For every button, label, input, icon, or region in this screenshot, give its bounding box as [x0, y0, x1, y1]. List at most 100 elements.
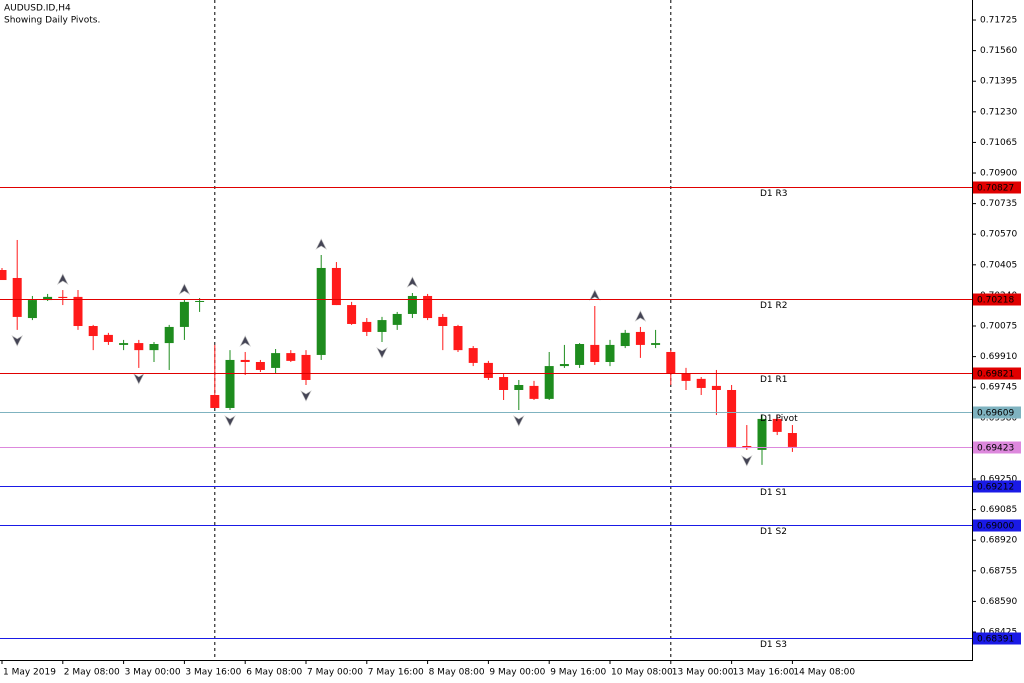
price-label: 0.69821: [977, 370, 1014, 380]
candle-body: [772, 418, 782, 432]
fractal-down: [376, 347, 388, 359]
candle-body: [134, 343, 144, 351]
pivot-name: D1 R2: [760, 301, 788, 311]
candle-body: [787, 433, 797, 447]
y-tick-label: 0.71230: [980, 107, 1017, 117]
candle-body: [666, 351, 676, 374]
price-label-box: [973, 293, 1021, 306]
y-tick-label: 0.69910: [980, 352, 1017, 362]
candle-body: [27, 300, 37, 319]
candle-body: [590, 344, 600, 362]
candle-body: [453, 326, 463, 351]
x-tick-label: 9 May 16:00: [550, 668, 606, 678]
x-tick-label: 6 May 08:00: [246, 668, 302, 678]
pivot-name: D1 R1: [760, 375, 788, 385]
pivot-name: D1 Pivot: [760, 414, 798, 424]
y-tick-label: 0.70900: [980, 169, 1017, 179]
candle-body: [119, 343, 129, 345]
price-label-box: [973, 519, 1021, 532]
x-tick-label: 7 May 00:00: [307, 668, 363, 678]
candle-body: [620, 332, 630, 347]
price-label-box: [973, 480, 1021, 493]
candle-body: [407, 295, 417, 314]
candle-body: [12, 277, 22, 317]
chart-title: AUDUSD.ID,H4: [4, 4, 71, 14]
x-tick-label: 13 May 16:00: [733, 668, 795, 678]
fractal-down: [224, 415, 236, 427]
pivot-name: D1 S2: [760, 527, 787, 537]
candle-body: [438, 316, 448, 327]
candle-body: [286, 353, 296, 361]
candle-body: [423, 295, 433, 319]
y-tick-label: 0.69250: [980, 475, 1017, 485]
fractal-down: [741, 455, 753, 467]
candle-body: [149, 344, 159, 351]
candle-body: [711, 385, 721, 390]
chart-subtitle: Showing Daily Pivots.: [4, 16, 100, 26]
candle-body: [575, 344, 585, 365]
fractal-up: [634, 310, 647, 322]
y-tick-label: 0.70570: [980, 230, 1017, 240]
price-label: 0.69212: [977, 483, 1014, 493]
candle-body: [331, 267, 341, 306]
fractal-up: [589, 289, 601, 301]
candle-body: [88, 326, 98, 337]
candle-body: [316, 267, 326, 355]
x-tick-label: 1 May 2019: [3, 668, 56, 678]
fractal-up: [178, 283, 191, 295]
candle-body: [529, 385, 539, 399]
y-tick-label: 0.68920: [980, 536, 1017, 546]
candle-body: [696, 378, 706, 388]
candle-body: [362, 321, 372, 332]
fractal-down: [11, 335, 23, 347]
x-tick-label: 14 May 08:00: [793, 668, 855, 678]
candle-body: [559, 364, 569, 367]
y-tick-label: 0.70735: [980, 199, 1017, 209]
y-tick-label: 0.71560: [980, 46, 1017, 56]
x-tick-label: 7 May 16:00: [368, 668, 424, 678]
price-label: 0.70827: [977, 184, 1014, 194]
price-label: 0.69423: [977, 444, 1014, 454]
candle-body: [103, 334, 113, 342]
x-tick-label: 3 May 16:00: [185, 668, 241, 678]
y-tick-label: 0.70405: [980, 260, 1017, 270]
price-label: 0.70218: [977, 296, 1014, 306]
price-label-box: [973, 181, 1021, 194]
fractal-up: [406, 276, 419, 288]
candle-body: [347, 305, 357, 324]
candle-body: [651, 343, 661, 345]
candle-body: [483, 362, 493, 378]
price-label: 0.68391: [977, 635, 1014, 645]
price-label-box: [973, 406, 1021, 419]
pivot-name: D1 S1: [760, 488, 787, 498]
fractal-down: [513, 415, 525, 427]
x-tick-label: 10 May 08:00: [611, 668, 673, 678]
y-tick-label: 0.70075: [980, 322, 1017, 332]
x-tick-label: 13 May 00:00: [672, 668, 734, 678]
candle-body: [468, 348, 478, 363]
candle-body: [0, 270, 7, 281]
candle-body: [73, 296, 83, 327]
candle-body: [727, 389, 737, 449]
candle-body: [195, 300, 205, 302]
price-label: 0.69000: [977, 522, 1014, 532]
candle-body: [225, 359, 235, 408]
candle-body: [179, 301, 189, 327]
price-label-box: [973, 632, 1021, 645]
pivot-name: D1 R3: [760, 189, 788, 199]
candle-body: [301, 354, 311, 380]
fractal-up: [315, 238, 327, 250]
candle-body: [544, 366, 554, 399]
candle-body: [377, 320, 387, 332]
candle-body: [210, 394, 220, 408]
candle-body: [514, 384, 524, 390]
price-label: 0.69609: [977, 409, 1014, 419]
price-label-box: [973, 441, 1021, 454]
fractal-down: [300, 390, 312, 402]
candle-body: [43, 296, 53, 301]
fractal-up: [57, 273, 69, 285]
candle-body: [392, 313, 402, 325]
